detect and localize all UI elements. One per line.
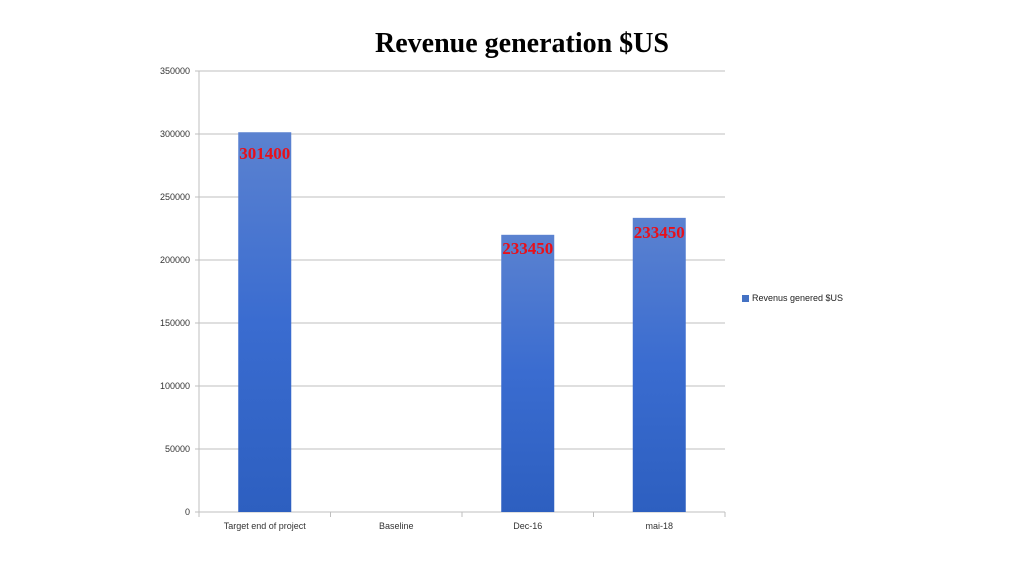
y-tick-label: 300000 (160, 129, 190, 139)
legend-swatch (742, 294, 749, 302)
bar (501, 234, 555, 513)
legend: Revenus genered $US (742, 293, 843, 303)
data-label: 301400 (239, 144, 290, 163)
data-label: 233450 (634, 223, 685, 242)
x-tick-label: Target end of project (224, 521, 307, 531)
y-tick-label: 0 (185, 507, 190, 517)
y-tick-label: 250000 (160, 192, 190, 202)
legend-label: Revenus genered $US (752, 293, 844, 303)
y-tick-label: 350000 (160, 66, 190, 76)
x-tick-label: Dec-16 (513, 521, 542, 531)
y-tick-label: 150000 (160, 318, 190, 328)
x-tick-label: Baseline (379, 521, 414, 531)
bar (632, 217, 686, 512)
x-tick-label: mai-18 (645, 521, 673, 531)
chart-title: Revenue generation $US (375, 28, 669, 59)
data-label: 233450 (502, 239, 553, 258)
y-tick-label: 200000 (160, 255, 190, 265)
y-tick-label: 100000 (160, 381, 190, 391)
y-tick-label: 50000 (165, 444, 190, 454)
bar (238, 132, 292, 512)
